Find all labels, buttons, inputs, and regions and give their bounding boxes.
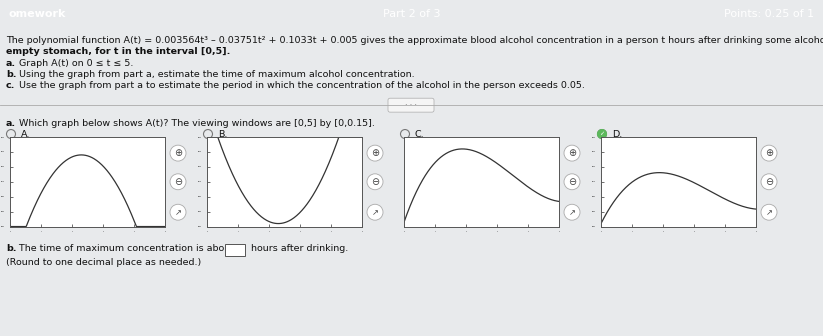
Circle shape <box>564 204 580 220</box>
Circle shape <box>170 174 186 190</box>
Text: ⊕: ⊕ <box>174 148 182 158</box>
Text: ↗: ↗ <box>569 208 575 217</box>
Circle shape <box>564 174 580 190</box>
Text: hours after drinking.: hours after drinking. <box>248 245 348 253</box>
Bar <box>225 245 245 256</box>
Text: ⊖: ⊖ <box>568 177 576 187</box>
Text: A.: A. <box>21 129 30 138</box>
Text: Points: 0.25 of 1: Points: 0.25 of 1 <box>724 9 815 19</box>
Text: · · ·: · · · <box>405 101 417 110</box>
Circle shape <box>170 204 186 220</box>
Text: ⊖: ⊖ <box>174 177 182 187</box>
Circle shape <box>564 145 580 161</box>
FancyBboxPatch shape <box>388 98 434 112</box>
Text: ⊕: ⊕ <box>765 148 773 158</box>
Text: ⊕: ⊕ <box>568 148 576 158</box>
Text: empty stomach, for t in the interval [0,5].: empty stomach, for t in the interval [0,… <box>6 47 230 56</box>
Text: omework: omework <box>8 9 66 19</box>
Text: ⊖: ⊖ <box>371 177 379 187</box>
Text: Which graph below shows A(t)? The viewing windows are [0,5] by [0,0.15].: Which graph below shows A(t)? The viewin… <box>16 119 374 128</box>
Circle shape <box>367 204 383 220</box>
Text: ⊖: ⊖ <box>765 177 773 187</box>
Text: The time of maximum concentration is about: The time of maximum concentration is abo… <box>16 245 234 253</box>
Text: ↗: ↗ <box>371 208 379 217</box>
Text: a.: a. <box>6 119 16 128</box>
Circle shape <box>170 145 186 161</box>
Circle shape <box>761 145 777 161</box>
Text: b.: b. <box>6 245 16 253</box>
Text: ↗: ↗ <box>765 208 773 217</box>
Text: c.: c. <box>6 81 16 90</box>
Circle shape <box>367 174 383 190</box>
Text: C.: C. <box>415 129 425 138</box>
Circle shape <box>367 145 383 161</box>
Text: Part 2 of 3: Part 2 of 3 <box>383 9 440 19</box>
Text: The polynomial function A(t) = 0.003564t³ – 0.03751t² + 0.1033t + 0.005 gives th: The polynomial function A(t) = 0.003564t… <box>6 36 823 44</box>
Text: ✓: ✓ <box>599 131 605 136</box>
Circle shape <box>597 130 607 138</box>
Text: a.: a. <box>6 59 16 69</box>
Text: Graph A(t) on 0 ≤ t ≤ 5.: Graph A(t) on 0 ≤ t ≤ 5. <box>16 59 133 69</box>
Text: Use the graph from part a to estimate the period in which the concentration of t: Use the graph from part a to estimate th… <box>16 81 585 90</box>
Text: b.: b. <box>6 70 16 79</box>
Text: (Round to one decimal place as needed.): (Round to one decimal place as needed.) <box>6 258 202 267</box>
Text: ⊕: ⊕ <box>371 148 379 158</box>
Text: D.: D. <box>612 129 622 138</box>
Text: Using the graph from part a, estimate the time of maximum alcohol concentration.: Using the graph from part a, estimate th… <box>16 70 415 79</box>
Text: B.: B. <box>218 129 227 138</box>
Text: ↗: ↗ <box>174 208 182 217</box>
Circle shape <box>761 204 777 220</box>
Circle shape <box>761 174 777 190</box>
